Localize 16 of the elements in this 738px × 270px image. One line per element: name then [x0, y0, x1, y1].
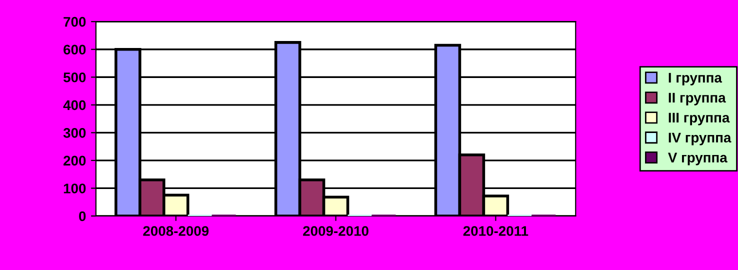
y-tick-label: 300 — [63, 128, 86, 138]
y-tick-label: 500 — [63, 72, 86, 82]
y-tick-label: 700 — [64, 16, 86, 27]
y-tick-label: 400 — [63, 100, 86, 110]
legend-label: IV группа — [668, 132, 732, 146]
y-tick-label: 0 — [79, 211, 86, 222]
legend-label: V группа — [668, 152, 728, 166]
x-tick-label: 2009-2010 — [303, 226, 368, 236]
x-tick-label: 2008-2009 — [143, 226, 209, 236]
y-tick-label: 200 — [64, 156, 86, 166]
legend-label: II группа — [668, 92, 726, 106]
y-tick-label: 600 — [64, 44, 86, 55]
legend-label: I группа — [668, 72, 722, 86]
y-tick-label: 100 — [64, 184, 86, 194]
legend-label: III группа — [668, 112, 730, 126]
x-tick-label: 2010-2011 — [463, 226, 528, 236]
